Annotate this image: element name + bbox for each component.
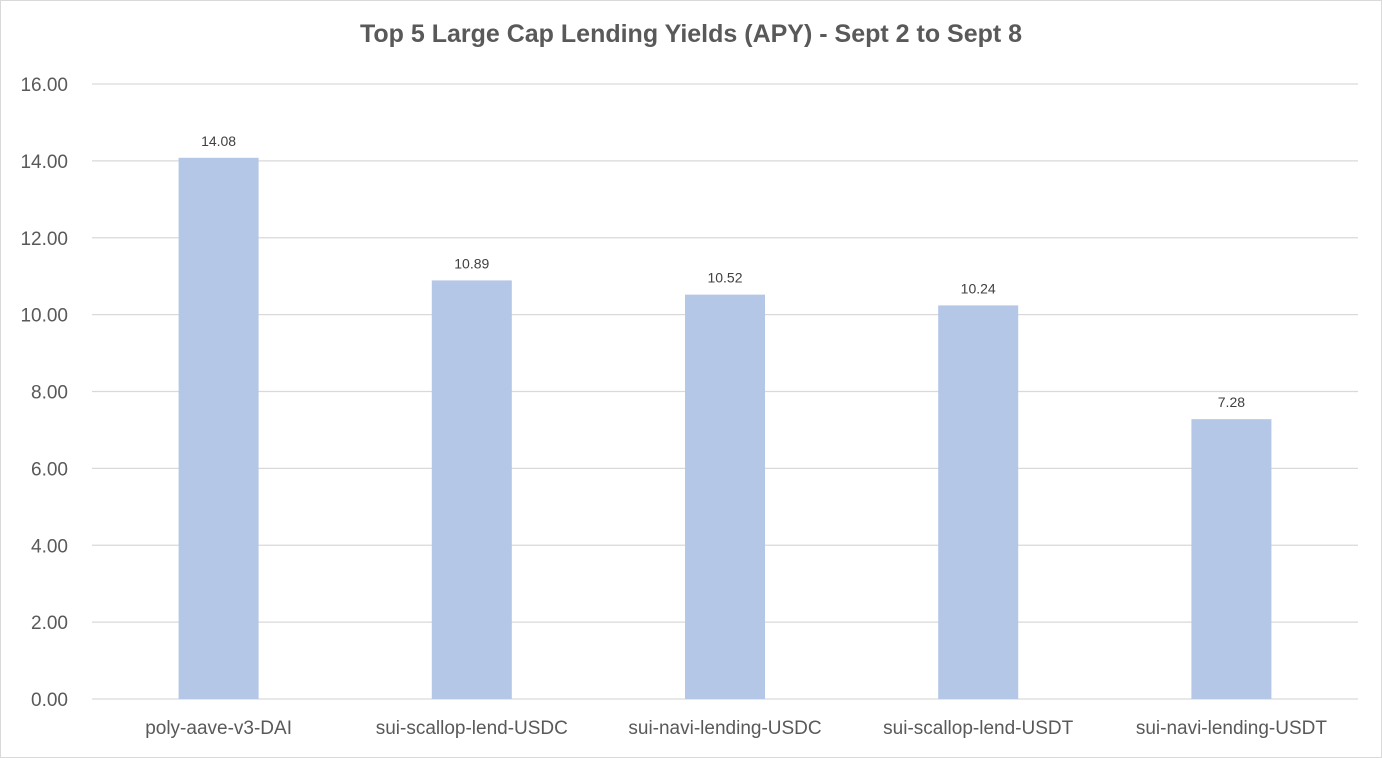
y-tick-label: 4.00	[31, 536, 68, 557]
x-category-label: sui-scallop-lend-USDT	[883, 718, 1073, 739]
y-tick-label: 12.00	[20, 229, 68, 250]
bar-sui-navi-lending-USDT	[1191, 419, 1272, 699]
x-category-label: sui-navi-lending-USDT	[1136, 718, 1328, 739]
x-category-label: poly-aave-v3-DAI	[145, 718, 292, 739]
category-labels: poly-aave-v3-DAI sui-scallop-lend-USDC sui…	[145, 718, 1327, 739]
y-tick-label: 6.00	[31, 459, 68, 480]
y-tick-label: 0.00	[31, 690, 68, 711]
y-tick-label: 14.00	[20, 152, 68, 173]
y-tick-label: 8.00	[31, 383, 68, 404]
y-axis-ticks: 0.00 2.00 4.00 6.00 8.00 10.00 12.00 14.00 16.00	[20, 75, 68, 711]
y-tick-label: 10.00	[20, 306, 68, 327]
y-tick-label: 16.00	[20, 75, 68, 96]
bars	[178, 157, 1272, 700]
data-label: 10.52	[707, 270, 742, 286]
bar-sui-scallop-lend-USDC	[431, 280, 512, 699]
data-label: 7.28	[1218, 394, 1245, 410]
x-category-label: sui-scallop-lend-USDC	[376, 718, 568, 739]
x-category-label: sui-navi-lending-USDC	[628, 718, 821, 739]
chart-title: Top 5 Large Cap Lending Yields (APY) - S…	[359, 20, 1023, 48]
bar-poly-aave-v3-DAI	[178, 157, 259, 700]
bar-sui-scallop-lend-USDT	[938, 305, 1019, 699]
data-labels: 14.08 10.89 10.52 10.24 7.28	[201, 133, 1245, 410]
data-label: 14.08	[201, 133, 236, 149]
data-label: 10.24	[961, 280, 996, 296]
y-tick-label: 2.00	[31, 613, 68, 634]
data-label: 10.89	[454, 255, 489, 271]
bar-sui-navi-lending-USDC	[685, 294, 765, 699]
